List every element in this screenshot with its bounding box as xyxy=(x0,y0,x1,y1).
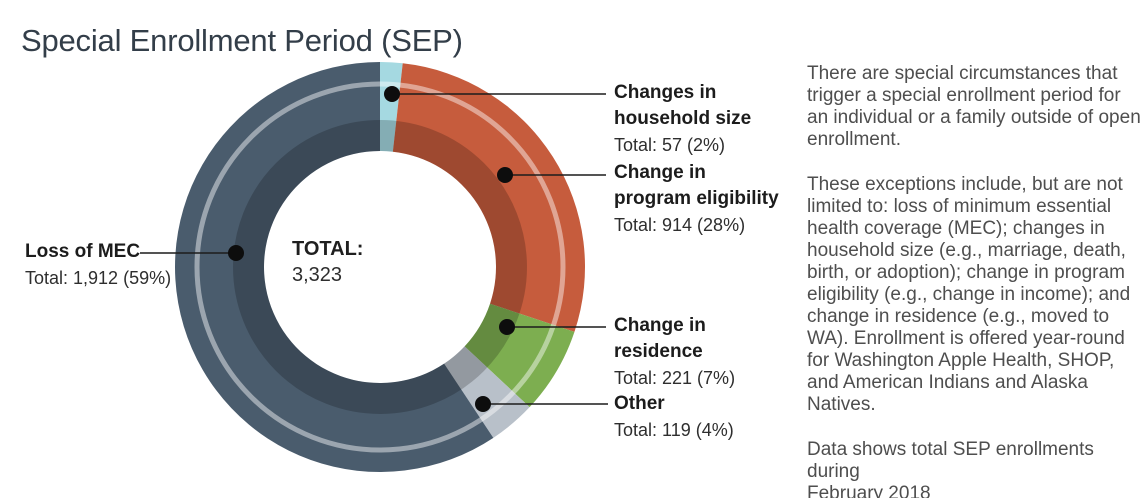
callout-total: Total: 119 (4%) xyxy=(614,420,734,440)
donut-segment-loss-of-mec xyxy=(174,62,494,472)
donut-segment-change-in-residence xyxy=(464,303,575,408)
callout-label: Changes in household size xyxy=(614,82,752,129)
intro-paragraph: There are special circumstances that tri… xyxy=(807,63,1141,150)
callout-household-size: Changes in household size Total: 57 (2%) xyxy=(614,80,751,158)
callout-loss-of-mec: Loss of MEC Total: 1,912 (59%) xyxy=(25,239,171,291)
donut-segment-other xyxy=(444,346,530,438)
data-note-paragraph: Data shows total SEP enrollments during … xyxy=(807,439,1094,498)
callout-dot-0 xyxy=(384,86,400,102)
donut-center-label: TOTAL: 3,323 xyxy=(292,236,363,288)
callout-label: Change in residence xyxy=(614,315,706,362)
donut-inner-shadow xyxy=(233,120,527,414)
donut-segment-changes-in-household-size xyxy=(380,62,403,152)
callout-total: Total: 221 (7%) xyxy=(614,368,736,388)
callout-dot-4 xyxy=(228,245,244,261)
exceptions-paragraph: These exceptions include, but are not li… xyxy=(807,174,1131,415)
callout-label: Loss of MEC xyxy=(25,241,141,262)
callout-program-eligibility: Change in program eligibility Total: 914… xyxy=(614,160,779,238)
page-title: Special Enrollment Period (SEP) xyxy=(21,22,463,58)
donut-segment-change-in-program-eligibility xyxy=(392,63,585,332)
callout-total: Total: 1,912 (59%) xyxy=(25,268,172,288)
donut-highlight-arc xyxy=(194,81,566,453)
callout-total: Total: 914 (28%) xyxy=(614,215,746,235)
callout-label: Change in program eligibility xyxy=(614,162,779,209)
center-total-label: TOTAL: xyxy=(292,238,364,260)
callout-label: Other xyxy=(614,393,665,414)
callout-dot-3 xyxy=(475,396,491,412)
center-total-value: 3,323 xyxy=(292,264,343,286)
side-text-column: There are special circumstances that tri… xyxy=(807,63,1144,498)
callout-dot-1 xyxy=(497,167,513,183)
callout-residence: Change in residence Total: 221 (7%) xyxy=(614,313,735,391)
callout-total: Total: 57 (2%) xyxy=(614,135,726,155)
callout-other: Other Total: 119 (4%) xyxy=(614,391,734,443)
callout-dot-2 xyxy=(499,319,515,335)
